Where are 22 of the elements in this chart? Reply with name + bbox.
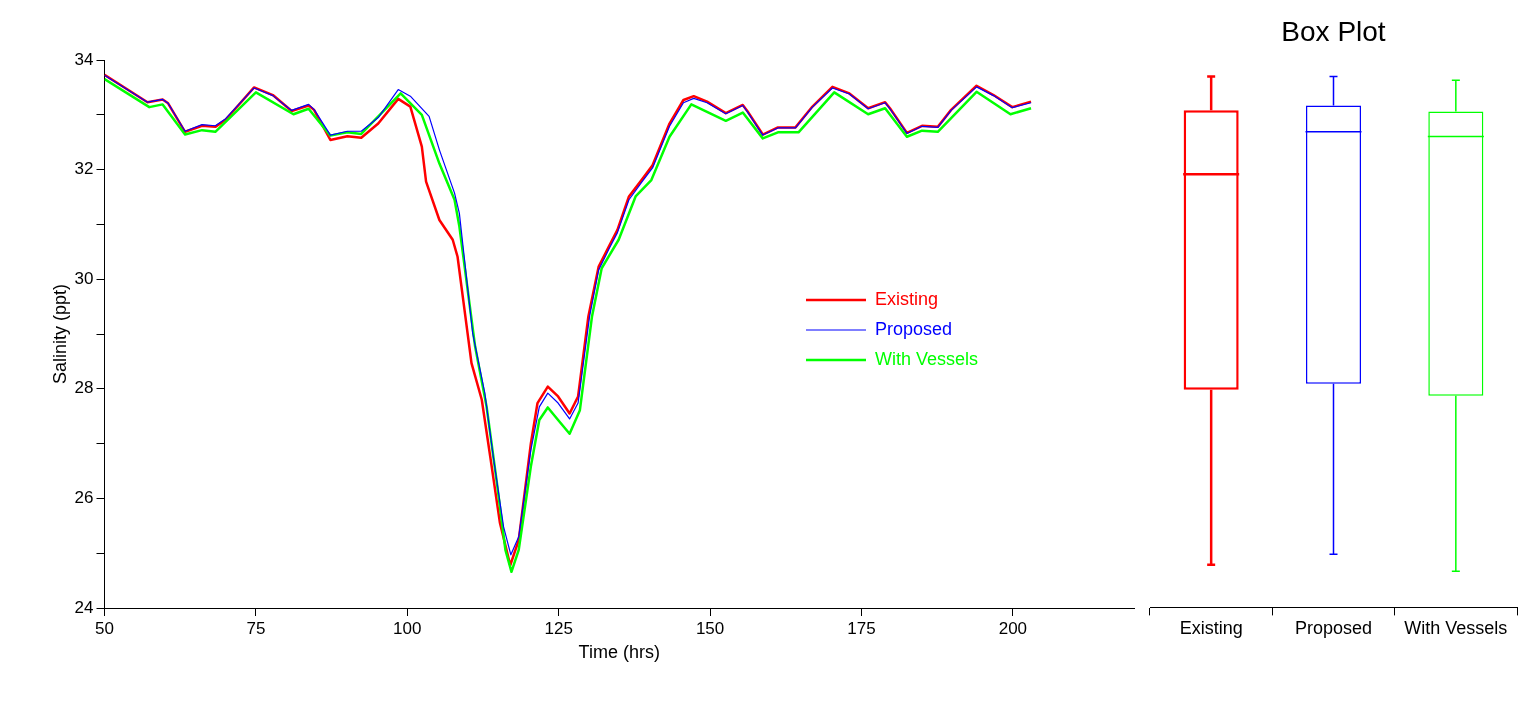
y-tick-label: 24 [74, 597, 94, 617]
legend-label: Existing [875, 288, 939, 309]
x-tick-label: Existing [1179, 618, 1243, 639]
x-tick-label: 200 [998, 618, 1028, 638]
y-tick-label: 34 [74, 49, 94, 69]
chart-title: Box Plot [1281, 15, 1386, 47]
y-tick-label: 32 [74, 159, 94, 179]
x-tick-label: 175 [847, 618, 876, 638]
x-axis-title: Time (hrs) [578, 642, 660, 663]
x-tick-label: With Vessels [1404, 618, 1508, 639]
x-tick-label: 100 [393, 618, 422, 638]
x-tick-label: 75 [246, 618, 266, 638]
x-tick-label: Proposed [1294, 618, 1373, 639]
y-axis-title: Salinity (ppt) [49, 283, 70, 385]
y-tick-label: 28 [74, 378, 94, 398]
x-tick-label: 150 [695, 618, 725, 638]
legend-label: Proposed [875, 318, 953, 339]
x-tick-label: 125 [544, 618, 573, 638]
y-tick-label: 26 [74, 488, 94, 508]
x-tick-label: 50 [95, 618, 114, 638]
y-tick-label: 30 [74, 268, 94, 288]
legend-label: With Vessels [875, 348, 979, 369]
